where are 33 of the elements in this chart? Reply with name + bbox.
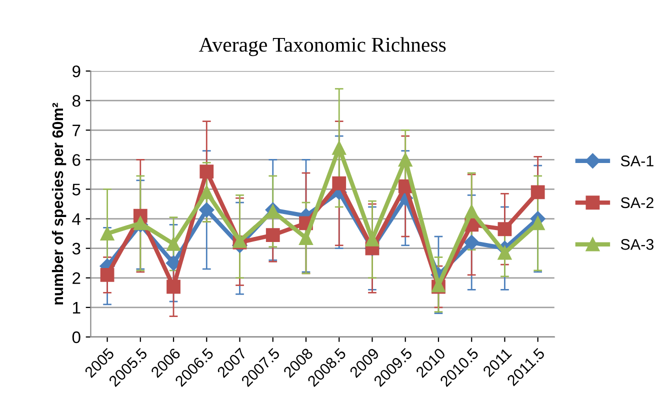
point bbox=[133, 216, 148, 230]
point bbox=[498, 222, 512, 236]
y-tick-label: 3 bbox=[72, 242, 80, 255]
point bbox=[266, 228, 280, 242]
y-tick-label: 8 bbox=[72, 95, 80, 107]
point bbox=[464, 204, 479, 218]
point bbox=[498, 246, 512, 260]
y-tick-label: 1 bbox=[73, 302, 80, 314]
chart-title: Average Taxonomic Richness bbox=[198, 37, 446, 56]
point bbox=[199, 202, 214, 218]
legend-label: SA-1 bbox=[620, 156, 654, 166]
point bbox=[200, 164, 214, 178]
point bbox=[299, 231, 313, 245]
y-tick-label: 9 bbox=[72, 65, 80, 78]
y-tick-label: 2 bbox=[72, 272, 80, 284]
point bbox=[464, 234, 480, 250]
point bbox=[530, 185, 545, 200]
legend-label: SA-2 bbox=[620, 197, 654, 208]
point bbox=[166, 236, 180, 251]
point bbox=[166, 280, 180, 294]
y-axis-title: number of species per 60m² bbox=[52, 102, 66, 304]
y-tick-label: 4 bbox=[72, 213, 81, 225]
point bbox=[100, 268, 114, 282]
point bbox=[332, 140, 346, 155]
point bbox=[398, 152, 412, 167]
point bbox=[100, 226, 114, 241]
point bbox=[200, 185, 214, 200]
point bbox=[332, 176, 346, 190]
y-tick-label: 5 bbox=[72, 184, 80, 196]
y-tick-label: 6 bbox=[72, 154, 80, 166]
y-tick-label: 0 bbox=[72, 331, 80, 344]
legend-label: SA-3 bbox=[620, 239, 654, 250]
y-tick-label: 7 bbox=[72, 124, 80, 136]
